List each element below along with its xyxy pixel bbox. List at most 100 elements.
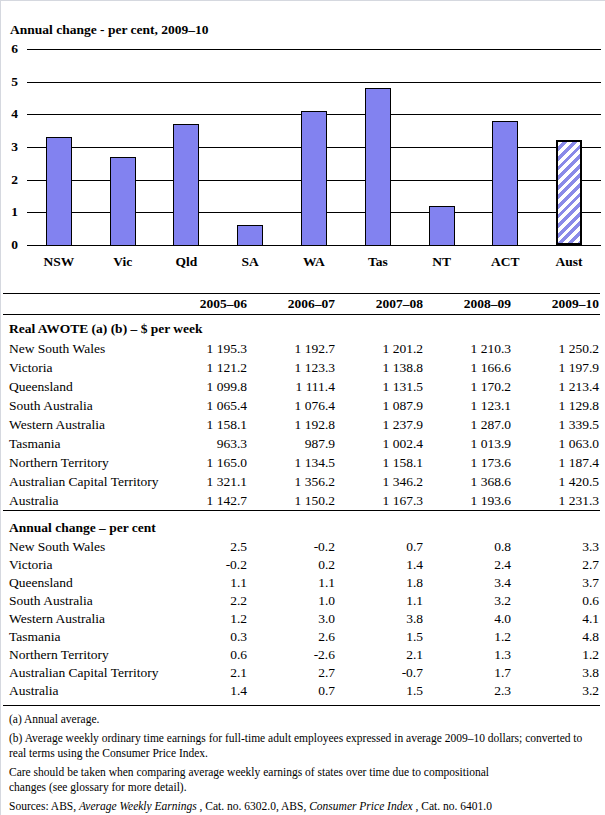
- table-row: South Australia2.21.01.13.20.6: [1, 592, 605, 610]
- cell-value: 3.2: [423, 593, 511, 609]
- table-row: Australian Capital Territory1 321.11 356…: [1, 472, 605, 491]
- cell-value: 1 063.0: [511, 436, 599, 452]
- cell-value: 1.1: [159, 575, 247, 591]
- table-row: New South Wales1 195.31 192.71 201.21 21…: [1, 339, 605, 358]
- bar-qld: [173, 124, 199, 245]
- source-publication-title: Consumer Price Index: [309, 800, 412, 812]
- x-axis-label-nsw: NSW: [29, 254, 89, 270]
- bar-sa: [237, 225, 263, 245]
- row-label: Western Australia: [1, 611, 159, 627]
- row-label: Tasmania: [1, 436, 159, 452]
- chart-title: Annual change - per cent, 2009–10: [10, 22, 209, 38]
- cell-value: 3.2: [511, 683, 599, 699]
- x-axis-label-tas: Tas: [348, 254, 408, 270]
- cell-value: 3.7: [511, 575, 599, 591]
- cell-value: 1 013.9: [423, 436, 511, 452]
- section-header: Annual change – per cent: [1, 511, 605, 538]
- row-label: Northern Territory: [1, 455, 159, 471]
- cell-value: 1.4: [159, 683, 247, 699]
- y-axis-tick-label-2: 2: [6, 172, 18, 188]
- row-label: Northern Territory: [1, 647, 159, 663]
- row-label: Western Australia: [1, 417, 159, 433]
- cell-value: 0.2: [247, 557, 335, 573]
- cell-value: 1 420.5: [511, 474, 599, 490]
- row-label: Victoria: [1, 557, 159, 573]
- cell-value: 0.6: [511, 593, 599, 609]
- chart-area: Annual change - per cent, 2009–10 012345…: [1, 1, 605, 293]
- cell-value: 1.2: [159, 611, 247, 627]
- gridline-0: [27, 245, 601, 246]
- cell-value: 1 065.4: [159, 398, 247, 414]
- y-axis-tick-label-4: 4: [6, 106, 18, 122]
- cell-value: 0.6: [159, 647, 247, 663]
- bar-tas: [365, 88, 391, 245]
- y-axis-tick-label-0: 0: [6, 237, 18, 253]
- cell-value: 1 166.6: [423, 360, 511, 376]
- footnote-a: (a) Annual average.: [9, 712, 599, 727]
- cell-value: 1 287.0: [423, 417, 511, 433]
- row-label: South Australia: [1, 593, 159, 609]
- cell-value: 2.3: [423, 683, 511, 699]
- cell-value: 1 321.1: [159, 474, 247, 490]
- cell-value: 1 201.2: [335, 341, 423, 357]
- cell-value: 1 123.1: [423, 398, 511, 414]
- cell-value: 1 002.4: [335, 436, 423, 452]
- x-axis-label-act: ACT: [475, 254, 535, 270]
- cell-value: 1 099.8: [159, 379, 247, 395]
- row-label: Queensland: [1, 575, 159, 591]
- cell-value: 1 170.2: [423, 379, 511, 395]
- cell-value: 1 231.3: [511, 493, 599, 509]
- cell-value: 3.0: [247, 611, 335, 627]
- footnote-b: (b) Average weekly ordinary time earning…: [9, 731, 599, 761]
- cell-value: 1 111.4: [247, 379, 335, 395]
- cell-value: 987.9: [247, 436, 335, 452]
- x-axis-label-qld: Qld: [156, 254, 216, 270]
- cell-value: -0.2: [247, 539, 335, 555]
- cell-value: 4.1: [511, 611, 599, 627]
- year-column-header: 2005–06: [159, 296, 247, 312]
- cell-value: 0.7: [247, 683, 335, 699]
- cell-value: 963.3: [159, 436, 247, 452]
- cell-value: 1 250.2: [511, 341, 599, 357]
- row-label: Australia: [1, 493, 159, 509]
- table-row: Western Australia1 158.11 192.81 237.91 …: [1, 415, 605, 434]
- cell-value: -0.2: [159, 557, 247, 573]
- cell-value: 1 158.1: [335, 455, 423, 471]
- cell-value: 1.2: [511, 647, 599, 663]
- table-row: Victoria1 121.21 123.31 138.81 166.61 19…: [1, 358, 605, 377]
- bar-vic: [110, 157, 136, 245]
- bar-nsw: [46, 137, 72, 245]
- gridline-6: [27, 49, 601, 50]
- row-label: New South Wales: [1, 539, 159, 555]
- cell-value: -2.6: [247, 647, 335, 663]
- cell-value: 1.5: [335, 683, 423, 699]
- cell-value: 1.3: [423, 647, 511, 663]
- row-label: Tasmania: [1, 629, 159, 645]
- cell-value: 1 131.5: [335, 379, 423, 395]
- cell-value: 1 123.3: [247, 360, 335, 376]
- cell-value: 0.3: [159, 629, 247, 645]
- bar-act: [492, 121, 518, 245]
- year-column-header: 2007–08: [335, 296, 423, 312]
- cell-value: 1 192.7: [247, 341, 335, 357]
- cell-value: 1 165.0: [159, 455, 247, 471]
- row-label: Australia: [1, 683, 159, 699]
- cell-value: 2.2: [159, 593, 247, 609]
- cell-value: 1 167.3: [335, 493, 423, 509]
- bar-nt: [429, 206, 455, 245]
- cell-value: 4.0: [423, 611, 511, 627]
- cell-value: 1.5: [335, 629, 423, 645]
- cell-value: 1 158.1: [159, 417, 247, 433]
- table-section-annual-change: Annual change – per centNew South Wales 2…: [1, 511, 605, 705]
- cell-value: 1 339.5: [511, 417, 599, 433]
- y-axis-tick-label-3: 3: [6, 139, 18, 155]
- cell-value: 1 210.3: [423, 341, 511, 357]
- cell-value: 1 087.9: [335, 398, 423, 414]
- cell-value: 1 138.8: [335, 360, 423, 376]
- cell-value: 1 213.4: [511, 379, 599, 395]
- x-axis-label-vic: Vic: [93, 254, 153, 270]
- cell-value: 2.7: [247, 665, 335, 681]
- cell-value: 1 134.5: [247, 455, 335, 471]
- row-label: New South Wales: [1, 341, 159, 357]
- table-row: Northern Territory1 165.01 134.51 158.11…: [1, 453, 605, 472]
